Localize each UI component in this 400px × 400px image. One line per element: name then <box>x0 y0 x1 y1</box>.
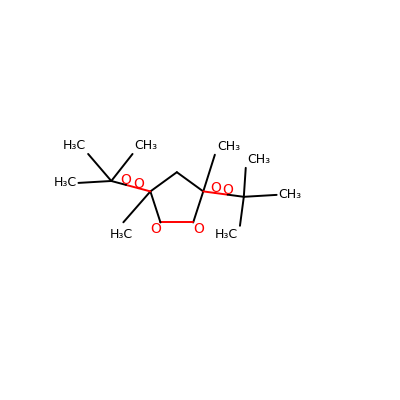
Text: H₃C: H₃C <box>215 228 238 241</box>
Text: CH₃: CH₃ <box>278 188 302 201</box>
Text: O: O <box>222 183 233 197</box>
Text: CH₃: CH₃ <box>217 140 240 153</box>
Text: O: O <box>150 222 161 236</box>
Text: O: O <box>210 181 221 195</box>
Text: O: O <box>121 173 132 187</box>
Text: H₃C: H₃C <box>63 139 86 152</box>
Text: H₃C: H₃C <box>54 176 76 190</box>
Text: H₃C: H₃C <box>110 228 133 241</box>
Text: CH₃: CH₃ <box>248 153 271 166</box>
Text: CH₃: CH₃ <box>134 139 158 152</box>
Text: O: O <box>133 176 144 190</box>
Text: O: O <box>193 222 204 236</box>
